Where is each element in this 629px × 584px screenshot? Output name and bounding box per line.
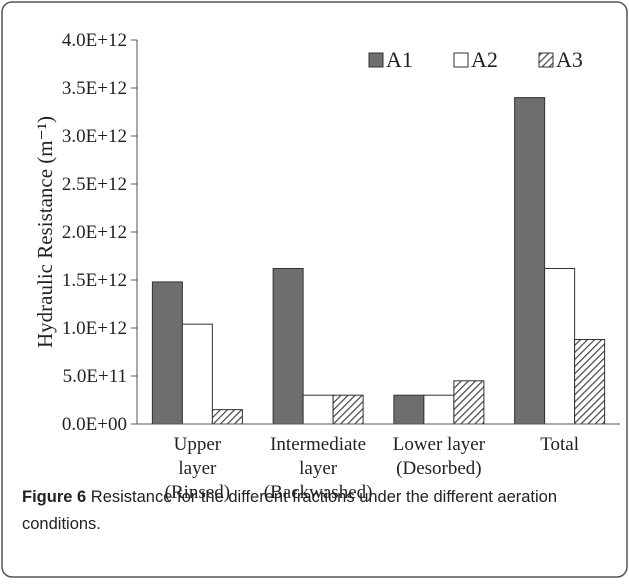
x-tick-label: Lower layer (Desorbed) bbox=[393, 434, 486, 479]
caption-text: Resistance for the different fractions u… bbox=[22, 488, 558, 533]
y-tick-label: 1.5E+12 bbox=[62, 270, 127, 291]
y-tick-label: 1.0E+12 bbox=[62, 318, 127, 339]
caption-label: Figure 6 bbox=[22, 488, 87, 506]
y-tick-label: 3.0E+12 bbox=[62, 126, 127, 147]
bar bbox=[514, 97, 546, 425]
y-tick-label: 5.0E+11 bbox=[63, 366, 127, 387]
bar bbox=[544, 267, 576, 425]
y-tick-label: 3.5E+12 bbox=[62, 78, 127, 99]
legend-swatch bbox=[538, 52, 554, 68]
y-tick-label: 2.0E+12 bbox=[62, 222, 127, 243]
bar bbox=[423, 394, 455, 425]
legend-swatch bbox=[368, 52, 384, 68]
x-tick-label: Intermediate layer (Backwashed) bbox=[264, 434, 373, 503]
bar bbox=[211, 409, 243, 425]
bar bbox=[181, 323, 213, 425]
x-tick-label: Total bbox=[540, 434, 579, 455]
legend-swatch bbox=[453, 52, 469, 68]
bar bbox=[151, 281, 183, 425]
bar bbox=[574, 339, 606, 425]
bar bbox=[332, 394, 364, 425]
bar bbox=[302, 394, 334, 425]
x-tick-label: Upper layer (Rinsed) bbox=[165, 434, 230, 503]
bar bbox=[393, 394, 425, 425]
y-tick-label: 0.0E+00 bbox=[62, 414, 127, 435]
legend-label: A1 bbox=[386, 47, 413, 72]
y-tick-label: 4.0E+12 bbox=[62, 30, 127, 51]
caption: Figure 6 Resistance for the different fr… bbox=[22, 484, 612, 538]
bar bbox=[272, 267, 304, 425]
legend-label: A3 bbox=[556, 47, 583, 72]
y-tick-label: 2.5E+12 bbox=[62, 174, 127, 195]
y-axis-label: Hydraulic Resistance (m⁻¹) bbox=[33, 116, 57, 348]
bar bbox=[453, 380, 485, 425]
legend-label: A2 bbox=[471, 47, 498, 72]
